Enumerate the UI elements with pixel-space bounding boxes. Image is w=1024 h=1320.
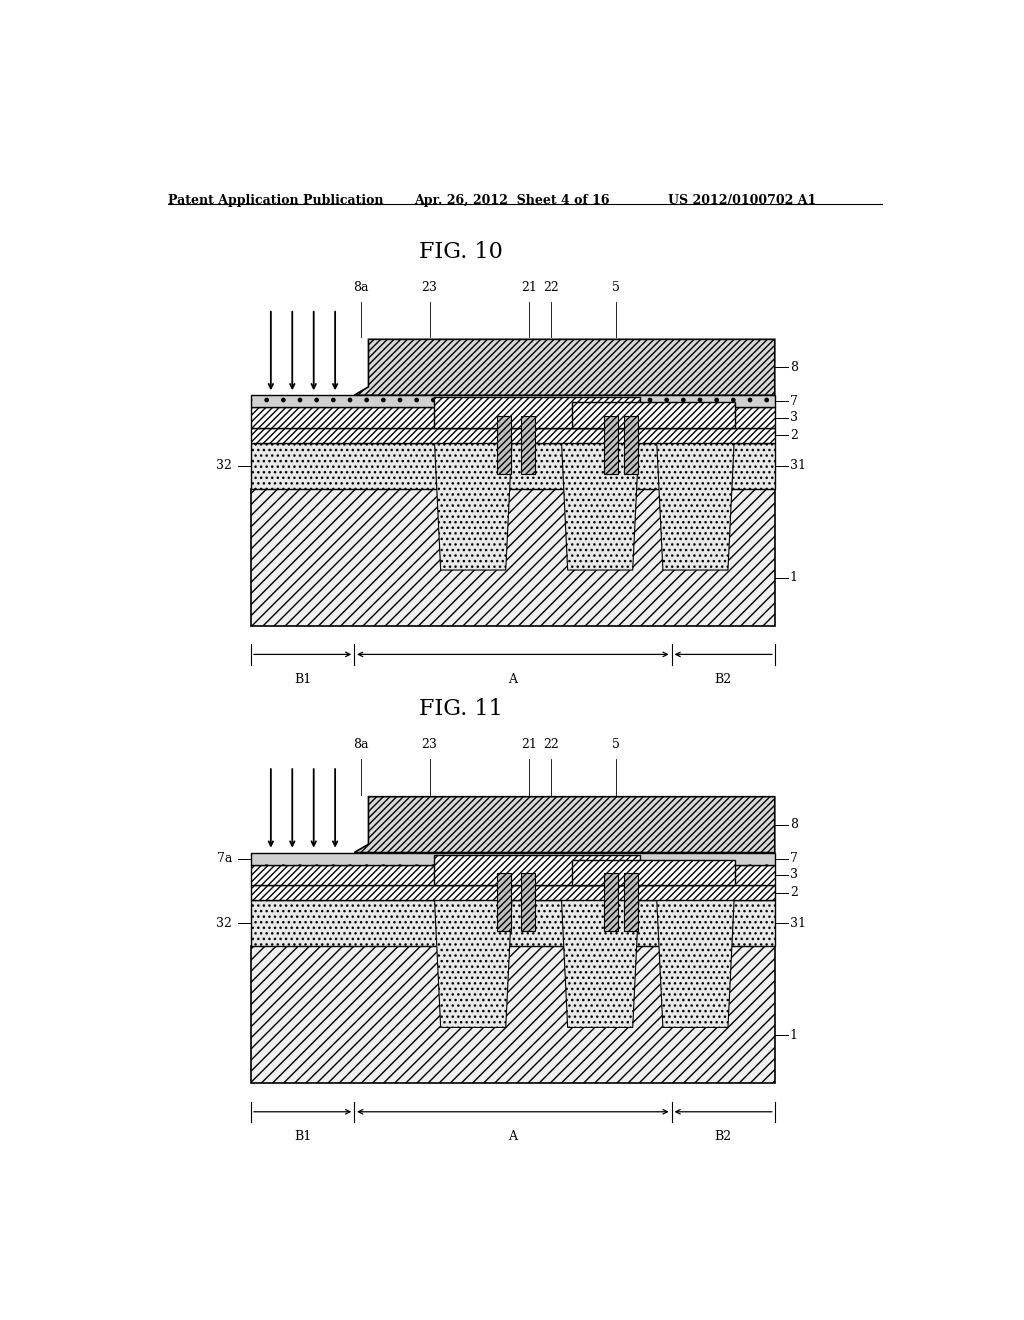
Text: A: A — [508, 1130, 517, 1143]
Text: 31: 31 — [790, 459, 806, 473]
Bar — [604, 416, 618, 474]
Text: 8: 8 — [790, 818, 798, 832]
Text: 2: 2 — [790, 886, 798, 899]
Polygon shape — [354, 797, 775, 853]
Text: 7: 7 — [790, 853, 798, 865]
Bar — [521, 416, 536, 474]
Text: 23: 23 — [422, 738, 437, 751]
Text: 7a: 7a — [217, 853, 232, 865]
Polygon shape — [656, 896, 734, 1027]
Bar — [251, 395, 775, 408]
Text: 5: 5 — [612, 281, 620, 293]
Text: Apr. 26, 2012  Sheet 4 of 16: Apr. 26, 2012 Sheet 4 of 16 — [414, 194, 609, 207]
Text: B2: B2 — [715, 673, 732, 685]
Bar — [433, 854, 640, 886]
Text: FIG. 10: FIG. 10 — [420, 242, 503, 263]
Bar — [251, 865, 775, 886]
Bar — [624, 416, 638, 474]
Bar — [251, 408, 775, 428]
Bar — [251, 488, 775, 626]
Text: Patent Application Publication: Patent Application Publication — [168, 194, 383, 207]
Text: 1: 1 — [790, 1028, 798, 1041]
Bar — [497, 873, 511, 931]
Text: B1: B1 — [294, 1130, 311, 1143]
Text: FIG. 11: FIG. 11 — [420, 698, 503, 721]
Polygon shape — [561, 896, 639, 1027]
Bar — [251, 900, 775, 946]
Bar — [251, 428, 775, 444]
Polygon shape — [434, 896, 512, 1027]
Bar — [604, 873, 618, 931]
Polygon shape — [354, 339, 775, 395]
Text: 7: 7 — [790, 395, 798, 408]
Text: 22: 22 — [543, 281, 559, 293]
Text: 5: 5 — [612, 738, 620, 751]
Text: 3: 3 — [790, 411, 798, 424]
Bar — [521, 873, 536, 931]
Text: 31: 31 — [790, 917, 806, 929]
Bar — [251, 444, 775, 488]
Text: 2: 2 — [790, 429, 798, 442]
Text: 32: 32 — [216, 917, 232, 929]
Bar — [624, 873, 638, 931]
Text: 3: 3 — [790, 869, 798, 882]
Bar — [433, 397, 640, 428]
Text: 32: 32 — [216, 459, 232, 473]
Polygon shape — [434, 438, 512, 570]
Text: 8a: 8a — [353, 281, 369, 293]
Text: 21: 21 — [521, 281, 537, 293]
Polygon shape — [656, 438, 734, 570]
Bar — [571, 859, 735, 886]
Bar — [251, 853, 775, 865]
Text: 1: 1 — [790, 572, 798, 585]
Bar — [571, 403, 735, 428]
Bar — [251, 886, 775, 900]
Text: US 2012/0100702 A1: US 2012/0100702 A1 — [668, 194, 816, 207]
Text: B2: B2 — [715, 1130, 732, 1143]
Text: 21: 21 — [521, 738, 537, 751]
Text: 8a: 8a — [353, 738, 369, 751]
Polygon shape — [561, 438, 639, 570]
Text: B1: B1 — [294, 673, 311, 685]
Text: A: A — [508, 673, 517, 685]
Text: 22: 22 — [543, 738, 559, 751]
Bar — [251, 946, 775, 1084]
Bar — [497, 416, 511, 474]
Text: 23: 23 — [422, 281, 437, 293]
Text: 8: 8 — [790, 360, 798, 374]
